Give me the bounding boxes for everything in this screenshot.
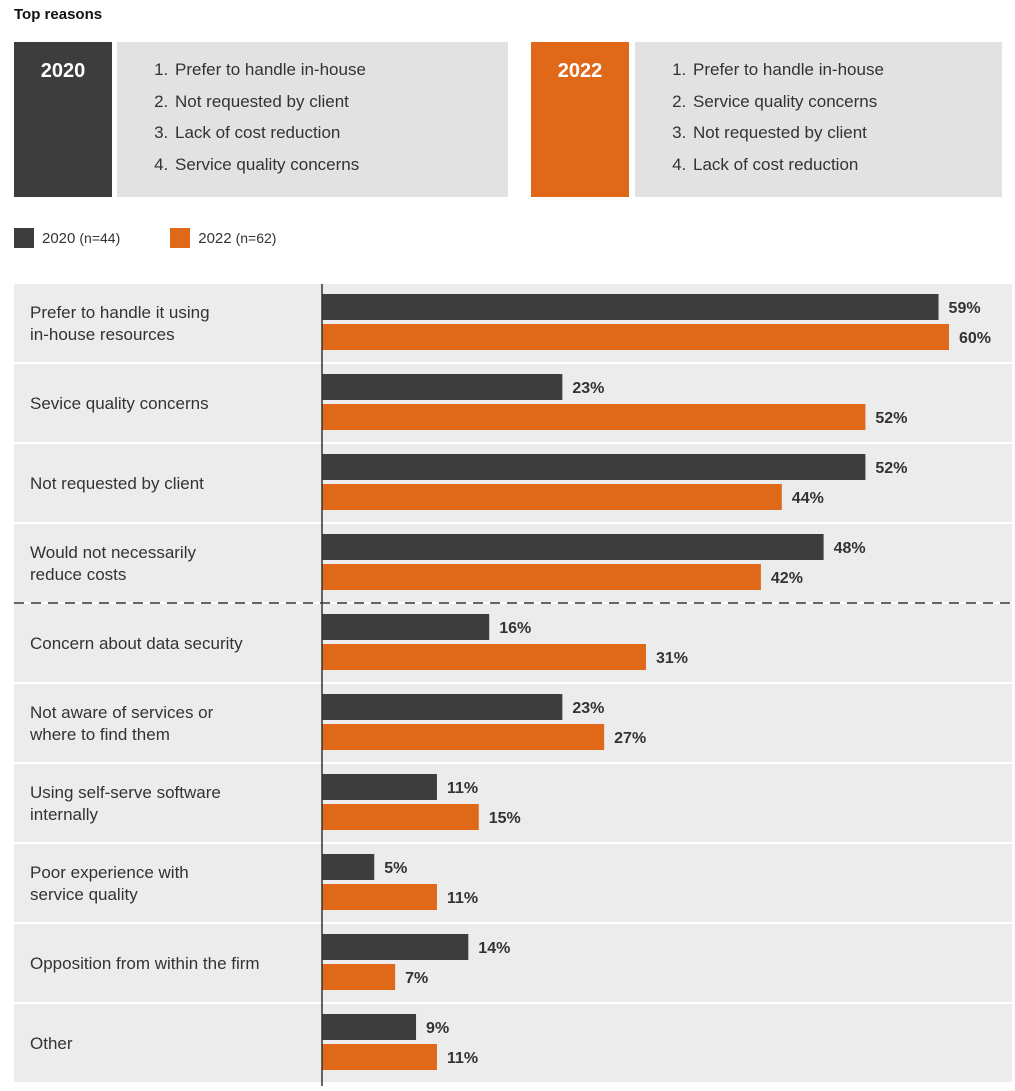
legend-swatch-2022: [170, 228, 191, 248]
top-reason-2022-2: Service quality concerns: [691, 90, 1002, 122]
data-label: 5%: [384, 860, 407, 877]
row-background: [14, 524, 1012, 602]
data-label: 14%: [478, 940, 510, 957]
top-reason-2022-4: Lack of cost reduction: [691, 153, 1002, 185]
data-label: 11%: [447, 890, 478, 907]
bar: [322, 854, 375, 880]
data-label: 60%: [959, 330, 991, 347]
year-box-2020: 2020: [14, 42, 112, 197]
data-label: 48%: [834, 540, 866, 557]
data-label: 16%: [499, 620, 531, 637]
chart-legend: 2020 (n=44) 2022 (n=62): [14, 228, 326, 248]
legend-n-2020: (n=44): [79, 230, 121, 246]
row-background: [14, 604, 1012, 682]
legend-item-2020: 2020 (n=44): [14, 228, 120, 248]
category-label: Opposition from within the firm: [30, 954, 260, 973]
bar: [322, 294, 939, 320]
bar: [322, 774, 437, 800]
top-reason-2020-4: Service quality concerns: [173, 153, 508, 185]
bar: [322, 454, 866, 480]
legend-item-2022: 2022 (n=62): [170, 228, 276, 248]
top-reasons-list-2022: Prefer to handle in-house Service qualit…: [635, 42, 1002, 197]
data-label: 11%: [447, 780, 478, 797]
category-label: Sevice quality concerns: [30, 394, 209, 413]
bar: [322, 324, 949, 350]
bar: [322, 694, 563, 720]
bar: [322, 614, 490, 640]
category-label: Not aware of services or where to find th…: [29, 703, 214, 744]
category-label: Concern about data security: [30, 634, 243, 653]
legend-swatch-2020: [14, 228, 34, 248]
category-label: Using self-serve software internally: [30, 783, 221, 824]
bar: [322, 1044, 437, 1070]
year-box-2022: 2022: [531, 42, 629, 197]
bar: [322, 1014, 417, 1040]
row-background: [14, 364, 1012, 442]
data-label: 23%: [572, 700, 604, 717]
top-reason-2022-1: Prefer to handle in-house: [691, 58, 1002, 90]
data-label: 11%: [447, 1050, 478, 1067]
bar: [322, 724, 605, 750]
data-label: 7%: [405, 970, 428, 987]
row-background: [14, 924, 1012, 1002]
data-label: 52%: [875, 460, 907, 477]
bar: [322, 564, 761, 590]
data-label: 42%: [771, 570, 803, 587]
legend-label-2022: 2022: [198, 229, 232, 247]
legend-label-2020: 2020: [42, 229, 76, 247]
category-label: Other: [30, 1034, 73, 1053]
row-background: [14, 284, 1012, 362]
data-label: 31%: [656, 650, 688, 667]
bar: [322, 934, 469, 960]
bar: [322, 964, 396, 990]
row-background: [14, 444, 1012, 522]
top-reason-2022-3: Not requested by client: [691, 121, 1002, 153]
bar: [322, 644, 646, 670]
category-label: Not requested by client: [30, 474, 204, 493]
row-background: [14, 684, 1012, 762]
top-reason-2020-2: Not requested by client: [173, 90, 508, 122]
bar: [322, 884, 437, 910]
chart-title: Top reasons: [14, 6, 103, 23]
data-label: 9%: [426, 1020, 449, 1037]
row-background: [14, 764, 1012, 842]
category-label: Would not necessarily reduce costs: [30, 543, 196, 584]
data-label: 44%: [792, 490, 824, 507]
data-label: 15%: [489, 810, 521, 827]
bar: [322, 484, 782, 510]
year-label-2020: 2020: [40, 60, 86, 82]
bar: [322, 374, 563, 400]
top-reason-2020-3: Lack of cost reduction: [173, 121, 508, 153]
data-label: 52%: [875, 410, 907, 427]
data-label: 27%: [614, 730, 646, 747]
category-label: Prefer to handle it using in-house resour…: [30, 303, 210, 344]
category-label: Poor experience with service quality: [30, 863, 189, 904]
bar: [322, 404, 866, 430]
top-reasons-list-2020: Prefer to handle in-house Not requested …: [117, 42, 508, 197]
top-reason-2020-1: Prefer to handle in-house: [173, 58, 508, 90]
bar: [322, 804, 479, 830]
bar: [322, 534, 824, 560]
year-label-2022: 2022: [557, 60, 603, 82]
data-label: 23%: [572, 380, 604, 397]
legend-n-2022: (n=62): [235, 230, 277, 246]
row-background: [14, 1004, 1012, 1082]
data-label: 59%: [949, 300, 981, 317]
row-background: [14, 844, 1012, 922]
